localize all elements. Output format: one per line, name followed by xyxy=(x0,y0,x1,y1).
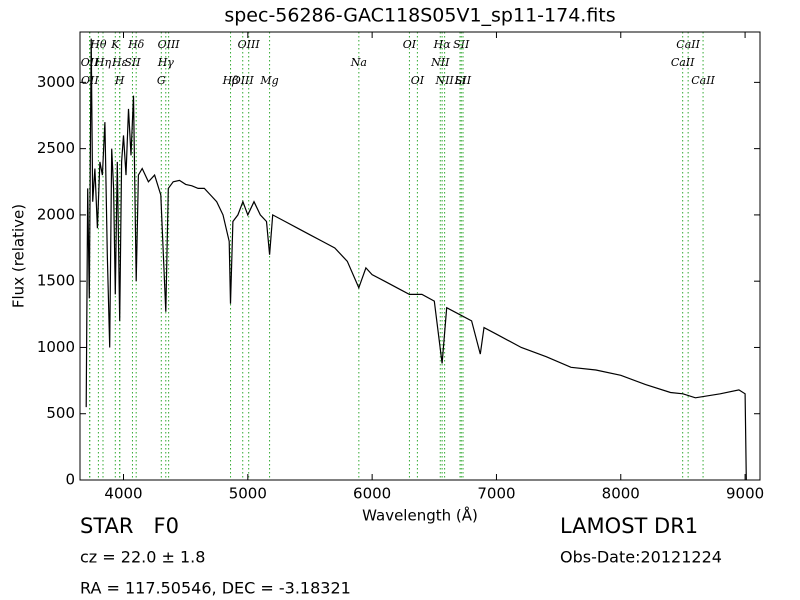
spectral-line-label: K xyxy=(110,38,120,51)
spectrum-line xyxy=(85,38,747,481)
spectral-line-label: OII xyxy=(81,74,99,87)
redshift: cz = 22.0 ± 1.8 xyxy=(80,548,205,567)
object-class: STAR F0 xyxy=(80,514,179,538)
spectral-line-label: Hθ xyxy=(89,38,107,51)
spectral-line-label: OIII xyxy=(232,74,255,87)
spectral-line-label: Li xyxy=(454,74,466,87)
coordinates: RA = 117.50546, DEC = -3.18321 xyxy=(80,579,351,598)
spectral-line-label: Hδ xyxy=(127,38,145,51)
x-tick-label: 9000 xyxy=(726,485,764,503)
chart-title: spec-56286-GAC118S05V1_sp11-174.fits xyxy=(224,5,615,27)
spectral-line-label: H xyxy=(114,74,125,87)
y-tick-label: 0 xyxy=(65,471,75,489)
x-axis-label: Wavelength (Å) xyxy=(362,506,478,525)
spectral-line-label: SII xyxy=(124,56,141,69)
y-tick-label: 1500 xyxy=(37,272,75,290)
spectral-line-label: SII xyxy=(453,38,470,51)
y-tick-label: 3000 xyxy=(37,73,75,91)
y-tick-label: 1000 xyxy=(37,338,75,356)
spectral-line-label: CaII xyxy=(676,38,700,51)
survey: LAMOST DR1 xyxy=(560,514,698,538)
spectral-line-label: Hα xyxy=(433,38,452,51)
spectral-line-label: NII xyxy=(434,74,454,87)
spectral-line-label: OIII xyxy=(158,38,181,51)
spectral-line-label: Hγ xyxy=(157,56,175,69)
obs-date: Obs-Date:20121224 xyxy=(560,548,722,567)
spectral-line-label: Na xyxy=(350,56,367,69)
spectral-line-label: CaII xyxy=(671,56,695,69)
x-tick-label: 8000 xyxy=(602,485,640,503)
y-axis-label: Flux (relative) xyxy=(10,204,28,308)
x-tick-label: 5000 xyxy=(229,485,267,503)
spectral-line-label: NII xyxy=(430,56,450,69)
x-tick-label: 6000 xyxy=(353,485,391,503)
spectral-line-label: Mg xyxy=(259,74,278,87)
spectral-line-label: SII xyxy=(455,74,472,87)
y-tick-label: 2500 xyxy=(37,139,75,157)
spectral-line-label: OII xyxy=(81,56,99,69)
spectral-line-label: Hε xyxy=(111,56,128,69)
x-tick-label: 7000 xyxy=(477,485,515,503)
spectral-line-label: G xyxy=(157,74,166,87)
y-tick-label: 500 xyxy=(46,404,75,422)
x-tick-label: 4000 xyxy=(104,485,142,503)
plot-frame xyxy=(79,31,761,481)
spectral-line-label: OI xyxy=(403,38,417,51)
y-tick-label: 2000 xyxy=(37,205,75,223)
spectral-line-label: Hβ xyxy=(222,74,239,87)
spectral-line-label: CaII xyxy=(691,74,715,87)
spectral-line-label: OIII xyxy=(238,38,261,51)
spectral-line-label: OI xyxy=(411,74,425,87)
spectral-line-label: Hη xyxy=(94,56,112,69)
